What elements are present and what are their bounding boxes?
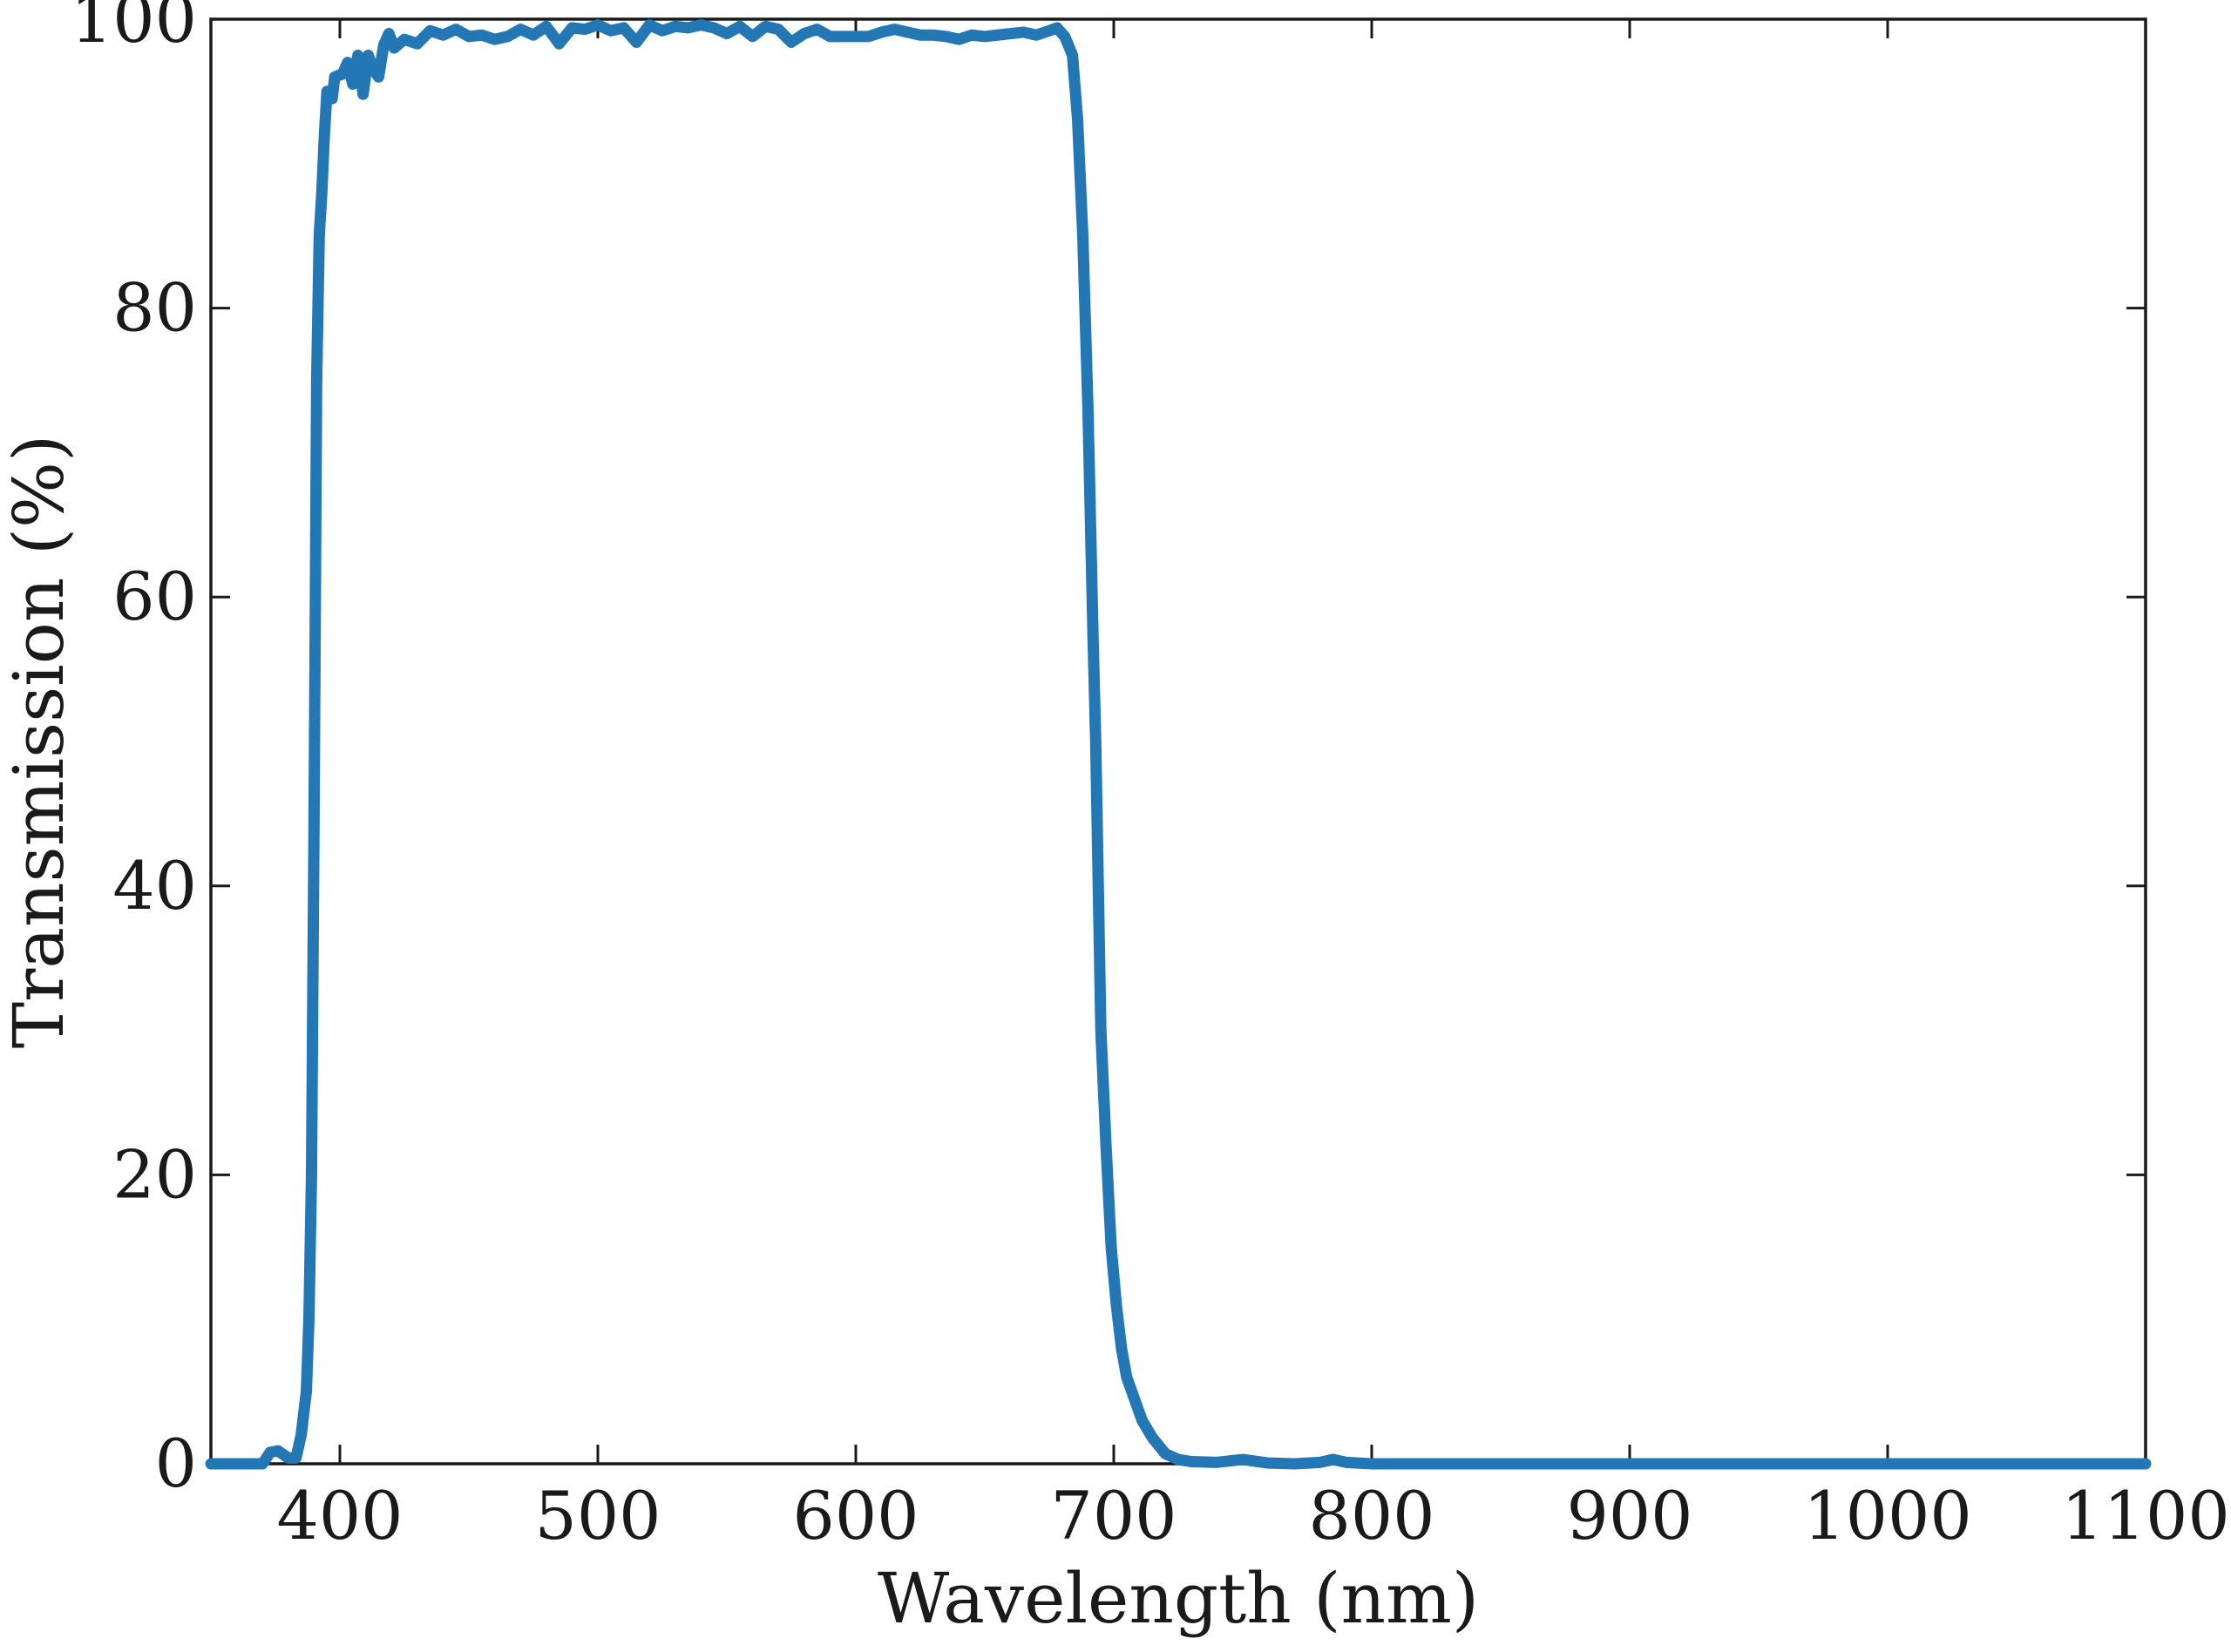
y-axis-label: Transmission (%) [0, 435, 79, 1049]
plot-frame [209, 17, 2147, 1466]
x-tick-label: 500 [534, 1477, 661, 1554]
y-axis-tick-labels: 0 20 40 60 80 100 [71, 0, 197, 1502]
x-tick-label: 1100 [2061, 1477, 2229, 1554]
x-tick-label: 1000 [1803, 1477, 1971, 1554]
y-axis-ticks [211, 17, 2146, 1466]
y-tick-label: 40 [112, 847, 197, 924]
x-axis-tick-labels: 400 500 600 700 800 900 1000 1100 [276, 1477, 2229, 1554]
x-tick-label: 600 [792, 1477, 919, 1554]
x-axis-label: Wavelength (nm) [878, 1558, 1479, 1639]
x-tick-label: 400 [276, 1477, 403, 1554]
y-tick-label: 80 [112, 269, 197, 347]
y-tick-label: 60 [112, 558, 197, 635]
y-tick-label: 20 [112, 1135, 197, 1213]
transmission-line [205, 19, 2152, 1470]
y-tick-label: 0 [155, 1425, 197, 1502]
y-tick-label: 100 [71, 0, 197, 58]
x-axis-ticks [338, 19, 2147, 1464]
x-tick-label: 700 [1050, 1477, 1177, 1554]
x-tick-label: 800 [1308, 1477, 1434, 1554]
x-tick-label: 900 [1566, 1477, 1692, 1554]
